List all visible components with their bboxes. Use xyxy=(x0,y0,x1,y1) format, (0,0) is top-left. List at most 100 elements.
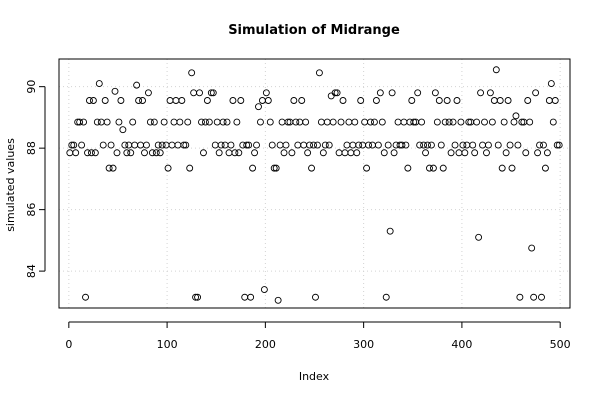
data-point xyxy=(451,141,459,149)
data-point xyxy=(510,118,518,126)
data-point xyxy=(207,89,215,97)
data-point xyxy=(437,141,445,149)
data-point xyxy=(457,118,465,126)
data-point xyxy=(284,118,292,126)
data-point xyxy=(477,89,485,97)
data-point xyxy=(192,293,200,301)
data-point xyxy=(141,149,148,157)
data-point xyxy=(538,293,545,301)
data-point xyxy=(378,118,386,126)
axes: 0 100 200 300 400 500 84 86 88 90 xyxy=(25,80,571,351)
data-point xyxy=(280,149,288,157)
data-point xyxy=(447,149,455,157)
data-point xyxy=(486,89,494,97)
data-point xyxy=(534,149,542,157)
data-point xyxy=(243,141,251,149)
data-point xyxy=(388,89,396,97)
data-point xyxy=(459,141,467,149)
data-point xyxy=(129,118,137,126)
data-point xyxy=(182,141,190,149)
data-point xyxy=(426,164,433,172)
data-point xyxy=(522,149,530,157)
x-tick-label: 500 xyxy=(550,338,571,351)
data-point xyxy=(198,118,205,126)
data-point xyxy=(91,149,99,157)
data-point xyxy=(115,118,123,126)
data-point xyxy=(274,296,282,304)
data-point xyxy=(160,118,168,126)
data-point xyxy=(484,141,492,149)
data-point xyxy=(502,149,510,157)
data-point xyxy=(68,141,76,149)
data-point xyxy=(203,97,211,104)
data-point xyxy=(372,97,380,104)
x-tick-label: 100 xyxy=(157,338,178,351)
data-point xyxy=(103,118,111,126)
data-point xyxy=(367,118,374,126)
data-point xyxy=(80,118,88,126)
data-point xyxy=(150,118,158,126)
data-point xyxy=(441,118,449,126)
data-point xyxy=(512,112,520,120)
data-point xyxy=(117,97,125,104)
data-point xyxy=(498,164,506,172)
data-point xyxy=(496,97,504,104)
data-point xyxy=(384,141,392,149)
data-point xyxy=(135,97,143,104)
y-tick-label: 84 xyxy=(25,264,38,278)
data-point xyxy=(152,149,160,157)
data-point xyxy=(176,118,184,126)
data-point xyxy=(516,293,524,301)
data-point xyxy=(355,141,363,149)
data-point xyxy=(518,118,526,126)
data-point xyxy=(186,164,194,172)
grid xyxy=(59,59,570,308)
data-point xyxy=(156,149,164,157)
data-point xyxy=(282,141,290,149)
plot-frame xyxy=(58,58,571,309)
data-point xyxy=(365,141,372,149)
data-point xyxy=(86,97,93,104)
data-point xyxy=(353,149,361,157)
data-point xyxy=(253,141,260,149)
data-point xyxy=(87,149,95,157)
data-point xyxy=(351,118,359,126)
chart-title: Simulation of Midrange xyxy=(228,23,400,38)
data-point xyxy=(461,149,469,157)
data-point xyxy=(443,97,451,104)
data-point xyxy=(217,141,225,149)
data-point xyxy=(99,141,107,149)
data-point xyxy=(337,118,345,126)
data-point xyxy=(113,149,121,157)
data-point xyxy=(101,97,109,104)
y-axis-label: simulated values xyxy=(4,138,17,232)
data-point xyxy=(219,118,227,126)
data-point xyxy=(139,97,146,104)
data-point xyxy=(315,69,323,77)
data-point xyxy=(473,118,481,126)
data-point xyxy=(119,126,127,134)
data-point xyxy=(184,118,192,126)
data-point xyxy=(133,81,141,89)
data-point xyxy=(302,118,310,126)
data-point xyxy=(408,97,416,104)
data-point xyxy=(410,118,418,126)
data-point xyxy=(471,149,479,157)
x-tick-label: 300 xyxy=(353,338,374,351)
data-point xyxy=(89,97,97,104)
data-point xyxy=(107,141,115,149)
data-point xyxy=(143,141,150,149)
data-point xyxy=(536,141,543,149)
data-point xyxy=(543,149,551,157)
data-point xyxy=(549,118,557,126)
data-point xyxy=(439,164,447,172)
data-point xyxy=(292,118,300,126)
data-point xyxy=(506,141,514,149)
y-tick-label: 90 xyxy=(25,80,38,94)
data-point xyxy=(194,293,202,301)
data-point xyxy=(424,141,431,149)
data-point xyxy=(325,141,333,149)
data-point xyxy=(333,89,341,97)
data-point xyxy=(249,164,257,172)
data-point xyxy=(500,118,508,126)
